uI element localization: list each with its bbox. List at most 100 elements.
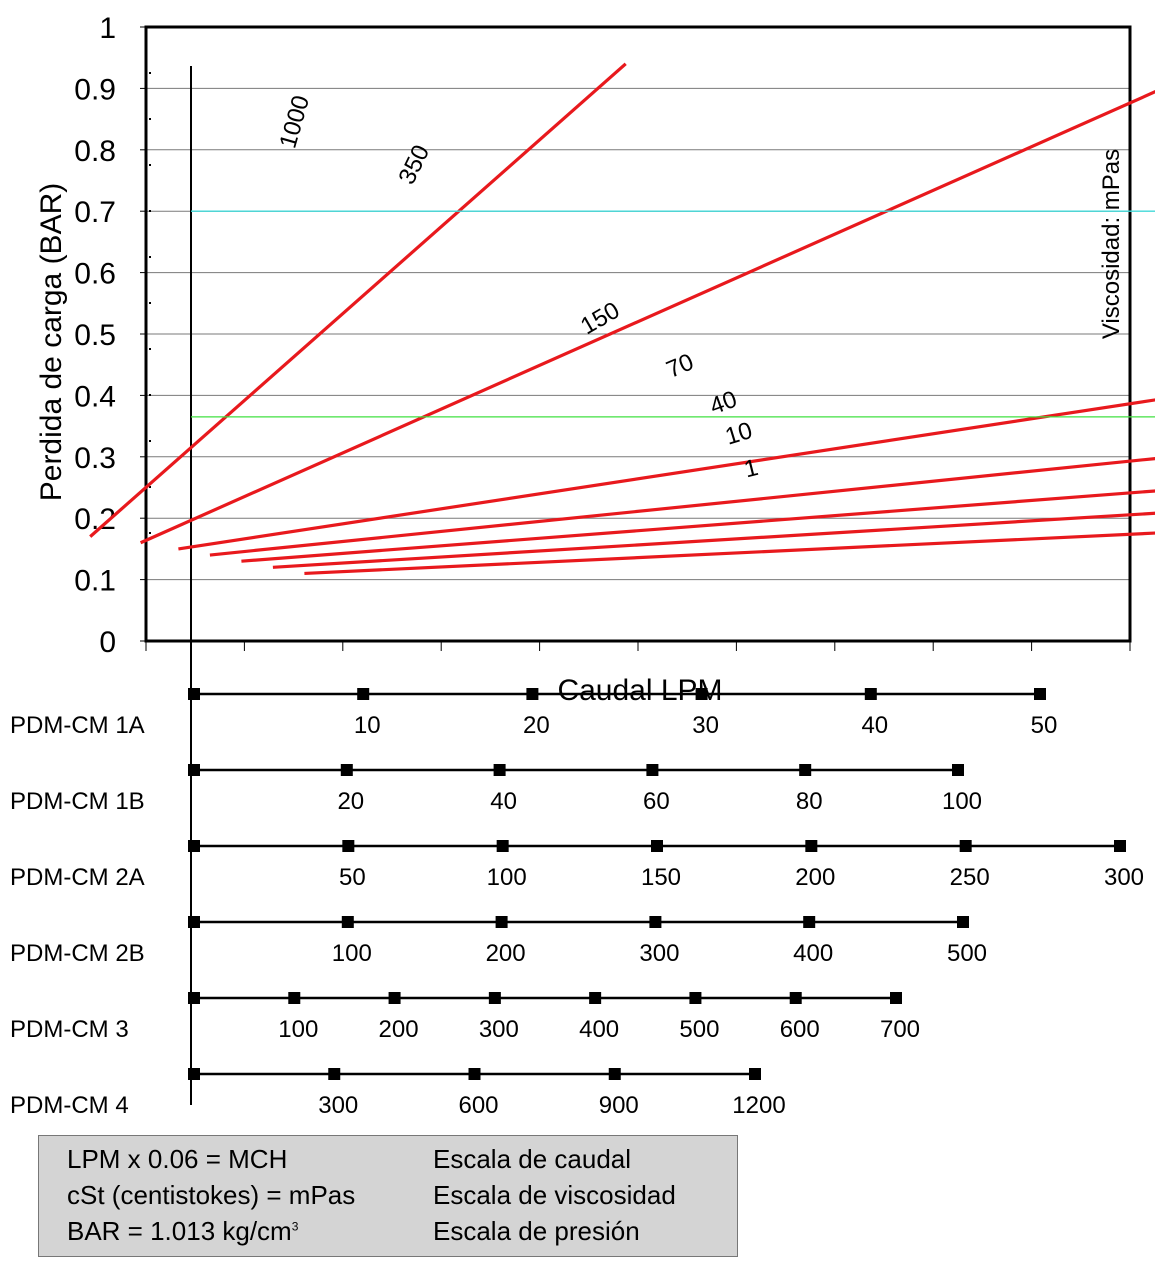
scale-name: PDM-CM 3 [10, 1016, 129, 1043]
conversion-notes-box: LPM x 0.06 = MCH Escala de caudal cSt (c… [38, 1135, 738, 1257]
scale-tick-label: 300 [479, 1016, 519, 1043]
viscosity-label: 10 [722, 417, 755, 451]
scale-marker [695, 688, 708, 700]
scale-marker [959, 840, 972, 852]
y-tick-label: 0.1 [74, 565, 116, 598]
scale-marker [749, 1068, 761, 1080]
scale-marker [188, 916, 200, 928]
scale-marker [689, 992, 702, 1004]
scale-name: PDM-CM 2A [10, 864, 145, 891]
viscosity-curve-40 [241, 489, 1155, 563]
y-tick-label: 0.8 [74, 135, 116, 168]
scale-tick-label: 250 [950, 864, 990, 891]
scale-tick-label: 300 [318, 1092, 358, 1119]
y-axis-label: Perdida de carga (BAR) [35, 183, 68, 502]
scale-tick-label: 500 [679, 1016, 719, 1043]
note-formula: BAR = 1.013 kg/cm3 [67, 1216, 298, 1246]
scale-name: PDM-CM 1B [10, 788, 145, 815]
note-formula: LPM x 0.06 = MCH [67, 1144, 288, 1174]
scale-marker [496, 840, 509, 852]
scale-marker [341, 916, 354, 928]
scale-marker [649, 916, 662, 928]
viscosity-curve-10 [272, 511, 1155, 569]
x-axis-label: Caudal LPM [557, 674, 722, 707]
scale-tick-label: 600 [780, 1016, 820, 1043]
scale-marker [328, 1068, 341, 1080]
y-tick-label: 0.3 [74, 442, 116, 475]
scale-tick-label: 1200 [732, 1092, 785, 1119]
scale-tick-label: 200 [795, 864, 835, 891]
grid-layer [146, 87, 1130, 581]
scale-tick-label: 60 [643, 788, 670, 815]
scale-tick-label: 50 [339, 864, 366, 891]
viscosity-curve-1000 [89, 62, 627, 538]
note-description: Escala de caudal [433, 1144, 632, 1174]
scale-marker [357, 688, 370, 700]
scale-marker [803, 916, 816, 928]
scale-tick-label: 500 [947, 940, 987, 967]
scale-name: PDM-CM 4 [10, 1092, 129, 1119]
scale-marker [288, 992, 301, 1004]
y-tick-label: 0.9 [74, 73, 116, 106]
scale-marker [1034, 688, 1046, 700]
dot-mark [149, 348, 151, 350]
scale-marker [890, 992, 902, 1004]
scale-marker [651, 840, 663, 852]
text-layer: Caudal LPM Perdida de carga (BAR) Viscos… [35, 149, 1125, 707]
scale-tick-label: 100 [942, 788, 982, 815]
scale-tick-label: 400 [579, 1016, 619, 1043]
dot-mark [149, 440, 151, 442]
scale-marker [646, 764, 659, 776]
viscosity-label: 1000 [274, 93, 315, 152]
note-row: LPM x 0.06 = MCH Escala de caudal [67, 1144, 631, 1175]
plot-frame: 00.10.20.30.40.50.60.70.80.91 [74, 12, 1132, 1105]
dot-mark [149, 486, 151, 488]
y-tick-label: 0.5 [74, 319, 116, 352]
scale-tick-label: 300 [639, 940, 679, 967]
dot-mark [149, 210, 151, 212]
scale-tick-label: 100 [487, 864, 527, 891]
viscosity-label: Viscosidad: mPas [1098, 149, 1125, 339]
scale-tick-label: 100 [278, 1016, 318, 1043]
scale-tick-label: 50 [1031, 712, 1058, 739]
scale-marker [952, 764, 964, 776]
scale-marker [493, 764, 506, 776]
scale-marker [468, 1068, 481, 1080]
y-tick-label: 1 [99, 12, 116, 45]
scale-marker [1114, 840, 1126, 852]
note-description: Escala de presión [433, 1216, 640, 1246]
scale-marker [789, 992, 802, 1004]
scale-tick-label: 300 [1104, 864, 1144, 891]
scale-tick-label: 600 [458, 1092, 498, 1119]
scale-tick-label: 80 [796, 788, 823, 815]
scale-marker [340, 764, 353, 776]
scale-marker [608, 1068, 621, 1080]
guides-layer [191, 210, 1155, 418]
note-row: BAR = 1.013 kg/cm3 Escala de presión [67, 1216, 640, 1247]
note-formula: cSt (centistokes) = mPas [67, 1180, 356, 1210]
scale-marker [526, 688, 539, 700]
scale-tick-label: 30 [692, 712, 719, 739]
scale-marker [805, 840, 818, 852]
dot-mark [149, 118, 151, 120]
scale-marker [188, 688, 200, 700]
scale-marker [388, 992, 401, 1004]
scale-marker [864, 688, 877, 700]
scale-tick-label: 700 [880, 1016, 920, 1043]
scale-tick-label: 200 [379, 1016, 419, 1043]
scale-tick-label: 100 [332, 940, 372, 967]
note-row: cSt (centistokes) = mPas Escala de visco… [67, 1180, 676, 1211]
scale-marker [488, 992, 501, 1004]
scale-tick-label: 40 [861, 712, 888, 739]
dot-mark [149, 256, 151, 258]
note-description: Escala de viscosidad [433, 1180, 676, 1210]
scales-layer: 10 20 30 40 50 PDM-CM 1A 20 40 60 80 100 PDM-CM 1B 5… [10, 688, 1144, 1119]
dot-mark [149, 394, 151, 396]
scale-tick-label: 900 [599, 1092, 639, 1119]
viscosity-curve-70 [209, 456, 1155, 557]
note-formula-text: BAR = 1.013 kg/cm [67, 1216, 292, 1246]
y-tick-label: 0 [99, 626, 116, 659]
y-tick-label: 0.6 [74, 258, 116, 291]
scale-name: PDM-CM 2B [10, 940, 145, 967]
scale-tick-label: 40 [490, 788, 517, 815]
